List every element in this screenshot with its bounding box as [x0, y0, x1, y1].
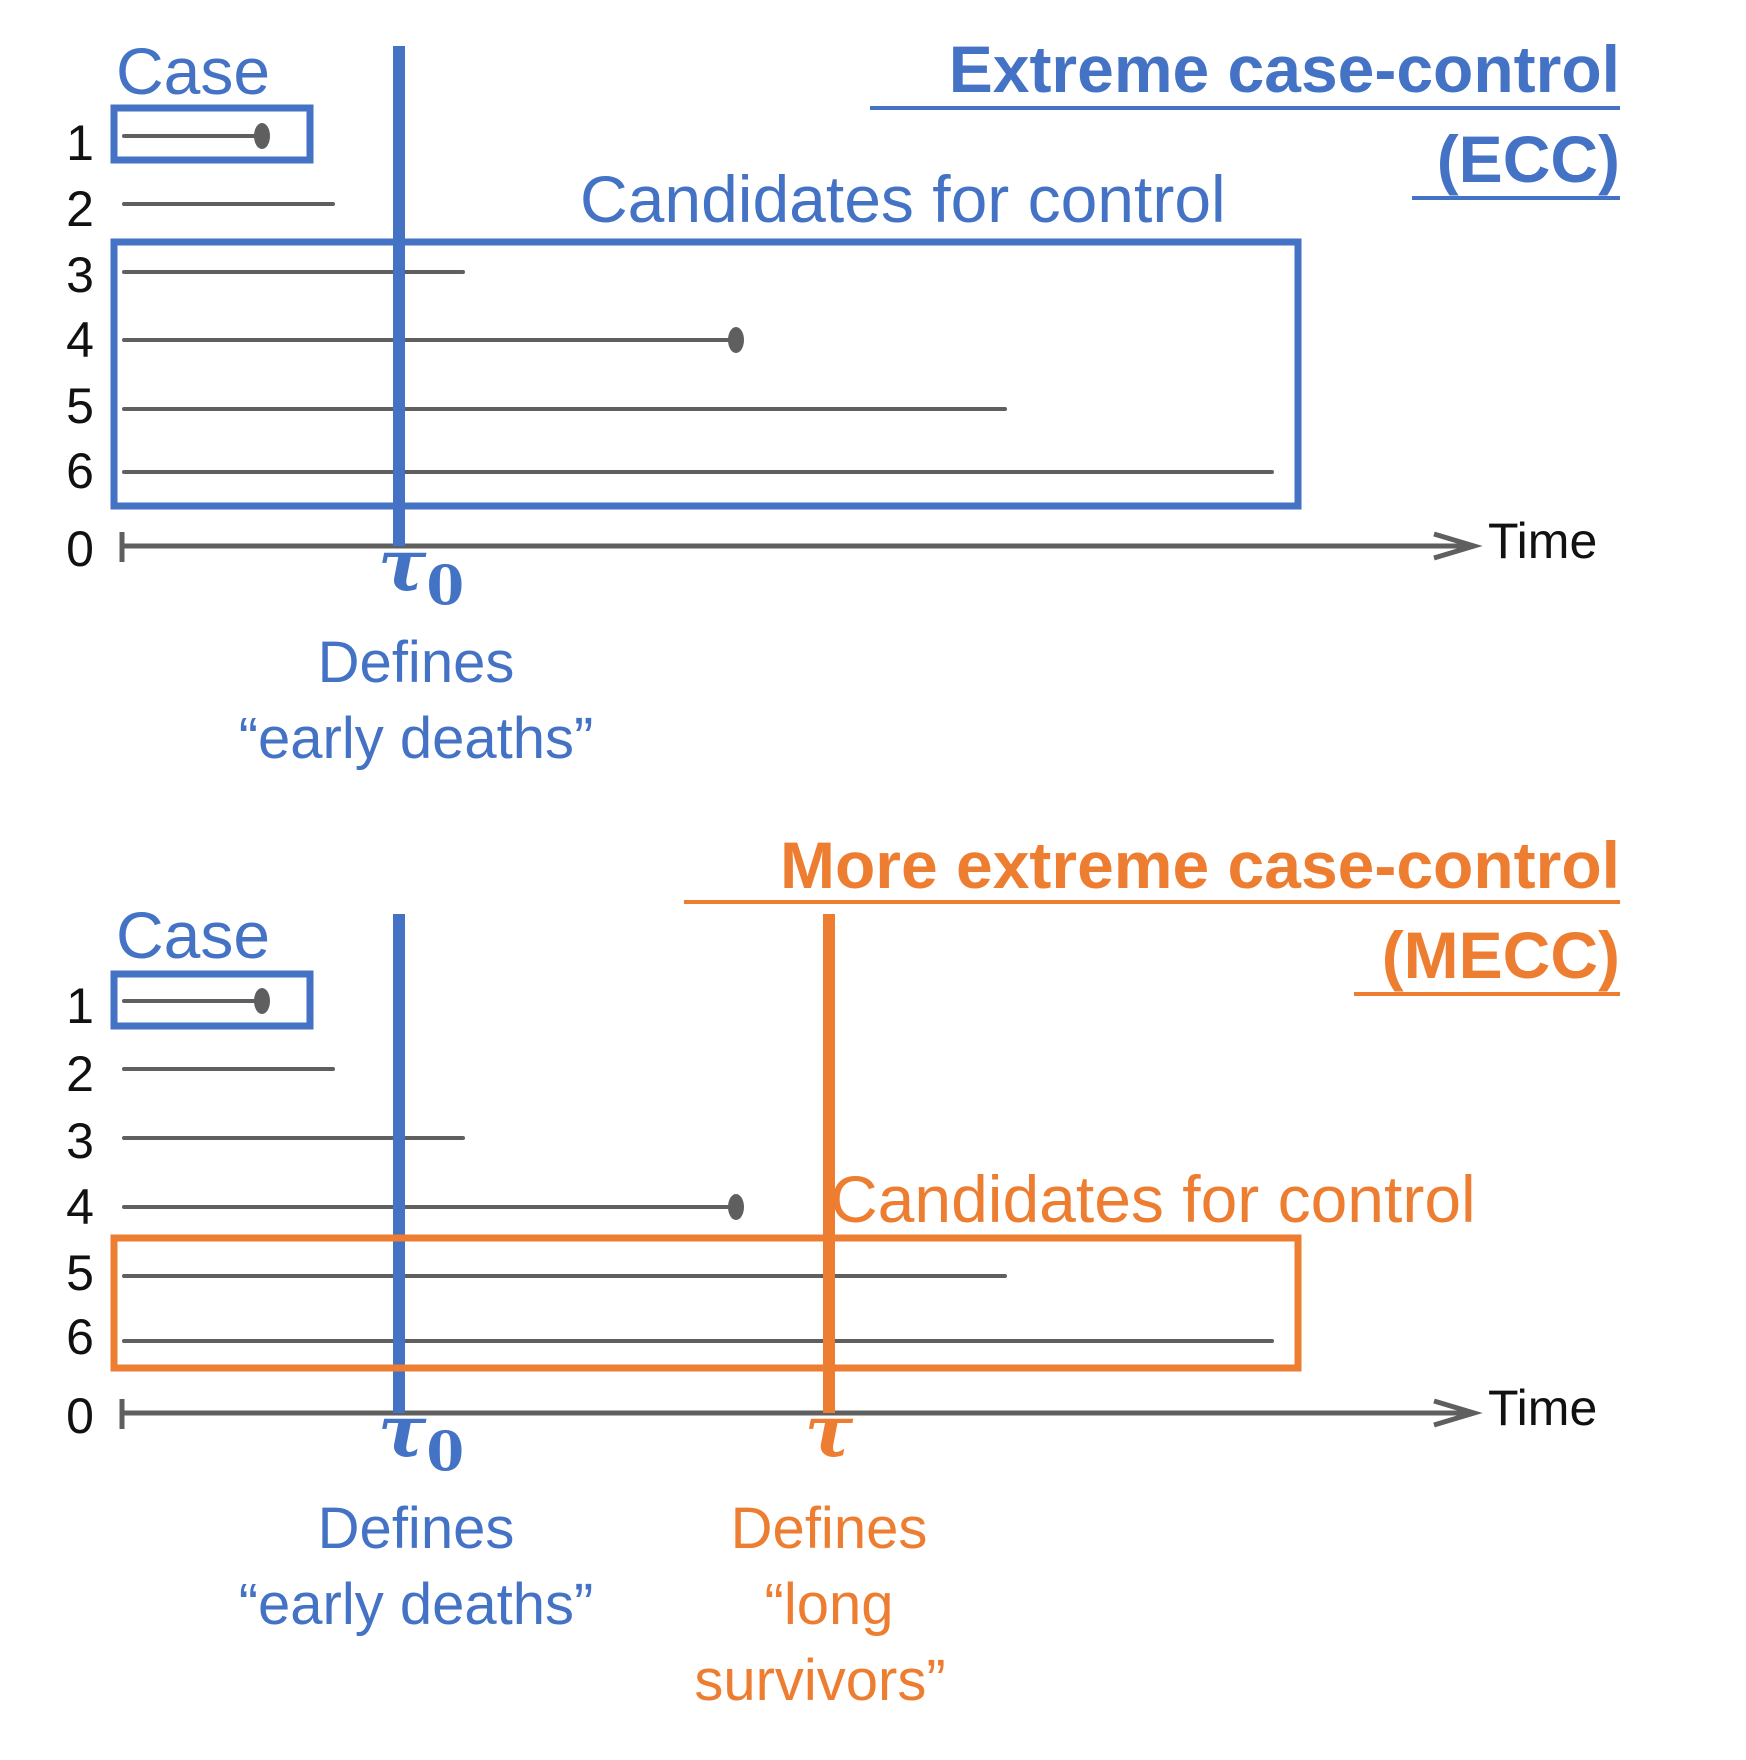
mecc-candidates-label: Candidates for control: [830, 1162, 1476, 1236]
mecc-axis-zero: 0: [66, 1388, 94, 1444]
ecc-panel: Extreme case-control (ECC) Case Candidat…: [66, 32, 1620, 771]
ecc-row-label: 1: [66, 115, 94, 171]
ecc-row-label: 6: [66, 443, 94, 499]
ecc-tau0-desc-line2: “early deaths”: [239, 706, 594, 771]
mecc-tau-desc-line2: “long: [765, 1572, 894, 1637]
mecc-death-marker: [254, 988, 270, 1014]
ecc-tau0-symbol: τ0: [378, 522, 464, 617]
mecc-death-marker: [728, 1194, 744, 1220]
mecc-case-box: [110, 970, 314, 1030]
mecc-case-label: Case: [116, 898, 270, 972]
mecc-panel: More extreme case-control (MECC) Case 1 …: [66, 828, 1620, 1713]
mecc-tau-symbol: τ: [805, 1388, 854, 1473]
ecc-title-line1: Extreme case-control: [949, 32, 1620, 106]
mecc-row-label: 6: [66, 1309, 94, 1365]
ecc-row-label: 5: [66, 378, 94, 434]
mecc-axis-label: Time: [1488, 1380, 1597, 1436]
ecc-case-label: Case: [116, 34, 270, 108]
ecc-candidates-label: Candidates for control: [580, 162, 1226, 236]
ecc-death-marker: [728, 327, 744, 353]
ecc-row-label: 3: [66, 247, 94, 303]
ecc-candidates-box: [110, 238, 1302, 510]
ecc-case-box: [110, 104, 314, 164]
ecc-tau0-desc-line1: Defines: [318, 630, 515, 695]
ecc-axis-arrowhead: [1433, 531, 1483, 561]
mecc-title-line2: (MECC): [1382, 918, 1620, 992]
mecc-tau-desc-line1: Defines: [731, 1496, 928, 1561]
mecc-title-line1: More extreme case-control: [780, 828, 1620, 902]
mecc-row-label: 3: [66, 1113, 94, 1169]
mecc-row-label: 4: [66, 1179, 94, 1235]
ecc-axis-label: Time: [1488, 513, 1597, 569]
ecc-title-line2: (ECC): [1437, 122, 1620, 196]
mecc-candidates-box: [110, 1234, 1302, 1372]
mecc-axis-arrowhead: [1433, 1398, 1483, 1428]
ecc-row-label: 2: [66, 181, 94, 237]
mecc-tau0-symbol: τ0: [378, 1388, 464, 1483]
ecc-axis-zero: 0: [66, 521, 94, 577]
ecc-row-label: 4: [66, 312, 94, 368]
mecc-tau0-desc-line1: Defines: [318, 1496, 515, 1561]
mecc-tau0-desc-line2: “early deaths”: [239, 1572, 594, 1637]
mecc-row-label: 1: [66, 978, 94, 1034]
mecc-tau-desc-line3: survivors”: [694, 1648, 945, 1713]
mecc-row-label: 2: [66, 1046, 94, 1102]
ecc-death-marker: [254, 123, 270, 149]
mecc-row-label: 5: [66, 1245, 94, 1301]
